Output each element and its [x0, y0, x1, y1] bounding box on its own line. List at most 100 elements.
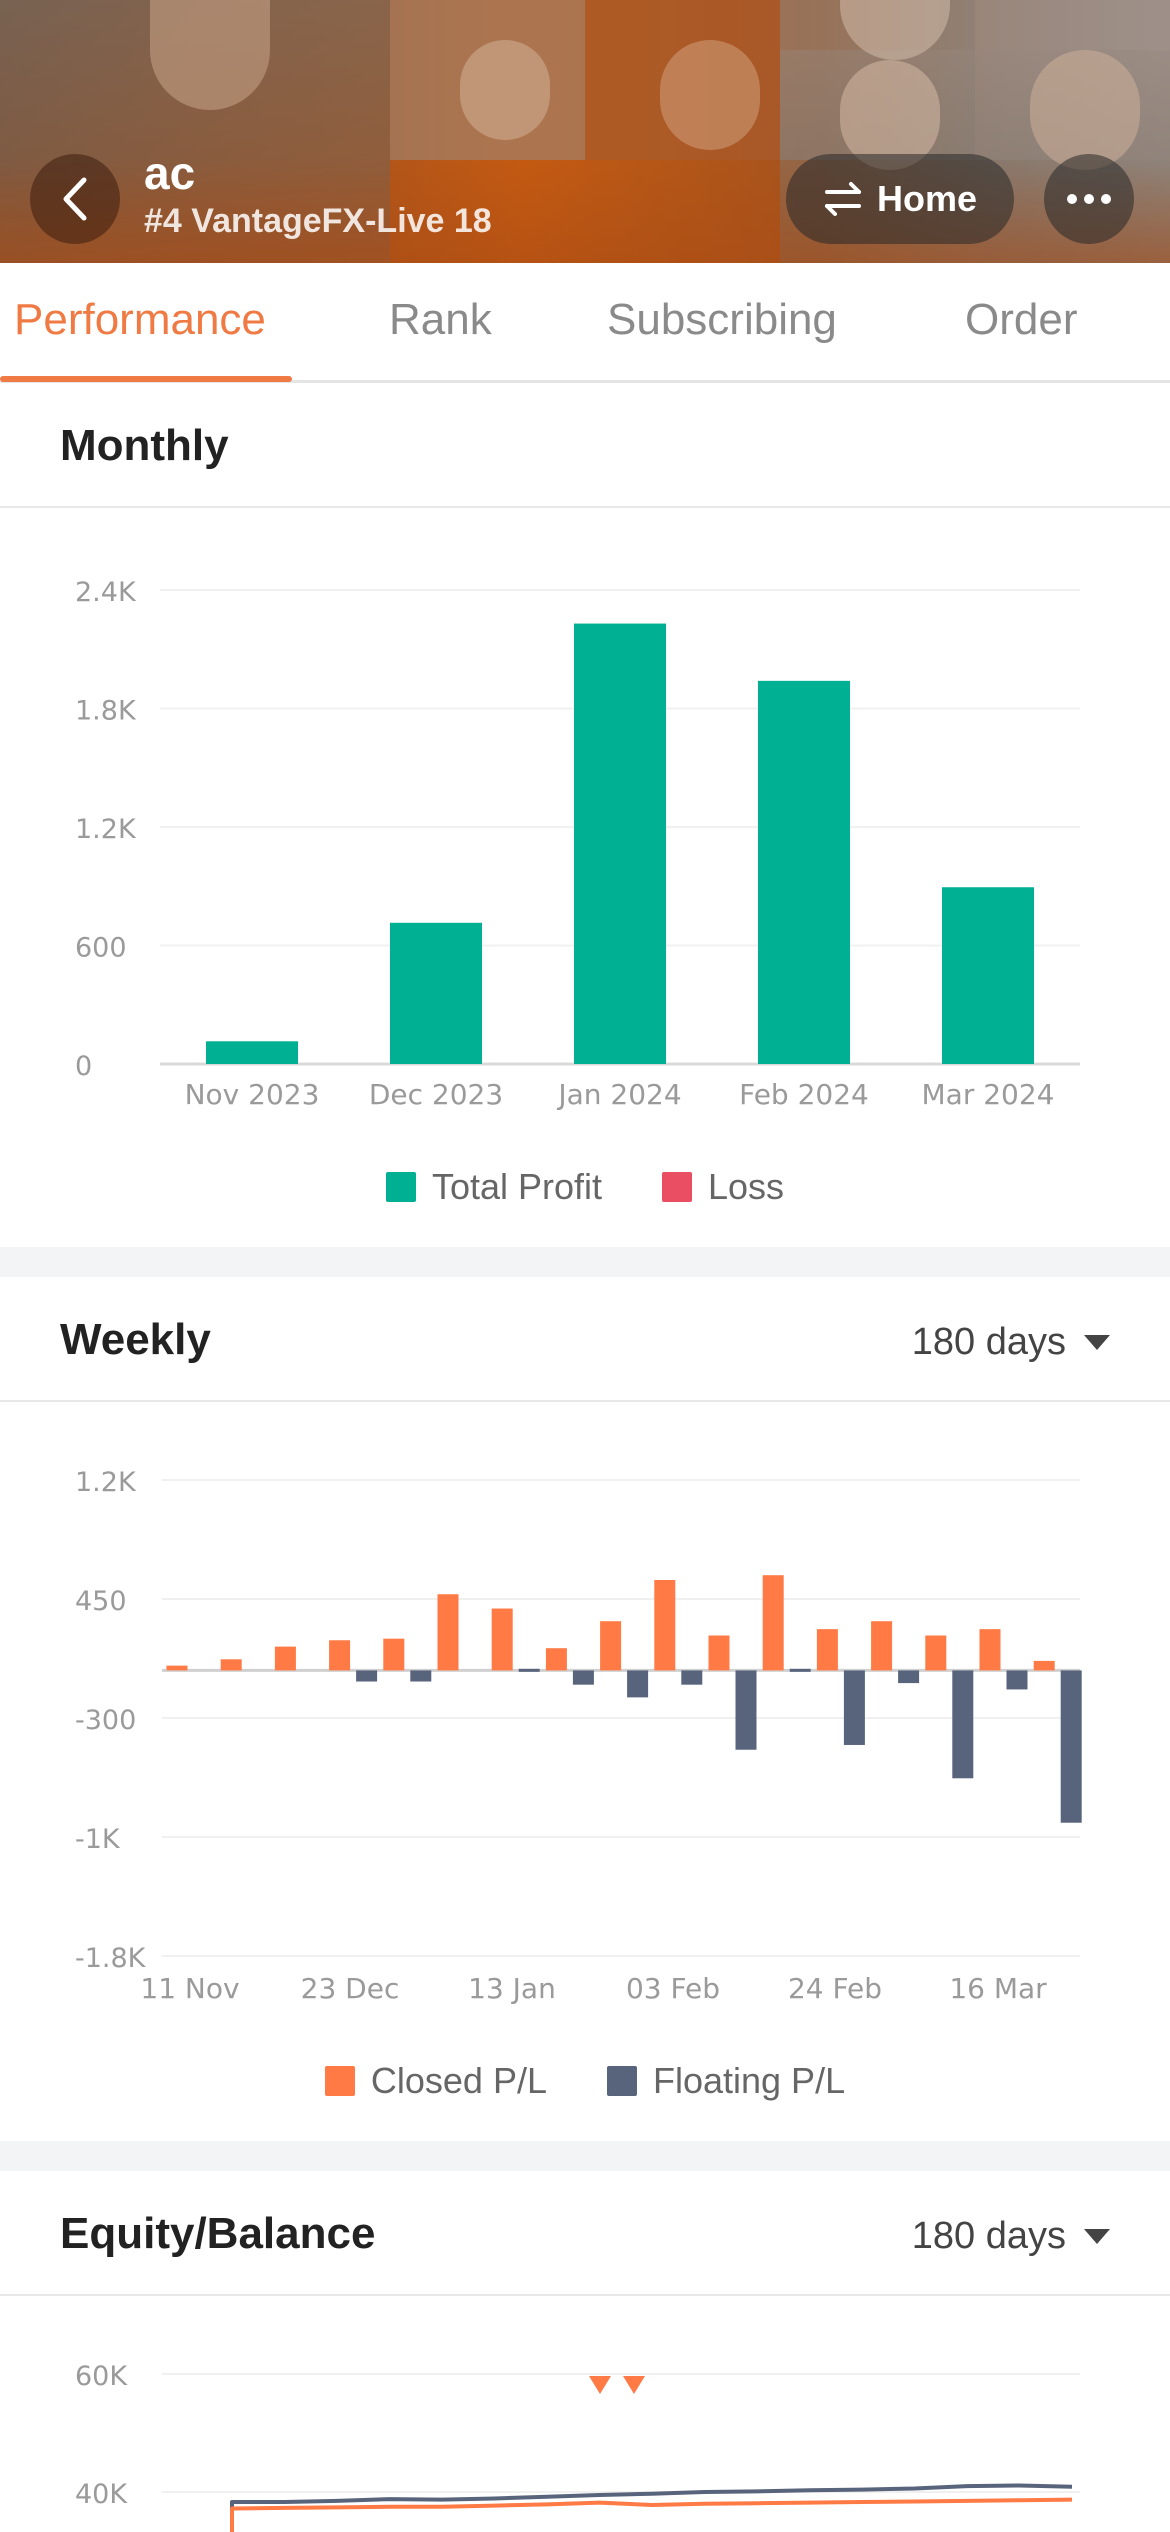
floating-pl-bar: [410, 1670, 432, 1682]
y-tick-label: -300: [75, 1705, 136, 1736]
y-tick-label: 60K: [75, 2361, 128, 2392]
closed-pl-bar: [708, 1635, 730, 1671]
account-header: ac #4 VantageFX-Live 18 Home: [0, 0, 1170, 263]
floating-pl-bar: [952, 1670, 974, 1779]
floating-pl-bar: [681, 1670, 703, 1685]
floating-pl-bar: [843, 1670, 865, 1745]
floating-pl-bar: [789, 1668, 811, 1672]
profit-bar: [574, 623, 666, 1064]
y-tick-label: -1K: [75, 1824, 121, 1855]
section-divider: [0, 1247, 1170, 1277]
closed-pl-bar: [329, 1640, 351, 1671]
floating-pl-bar: [1006, 1670, 1028, 1690]
weekly-range-select[interactable]: 180 days: [912, 1321, 1110, 1364]
x-tick-label: 23 Dec: [301, 1972, 400, 2005]
legend-label: Floating P/L: [652, 2060, 846, 2101]
equity-range-select[interactable]: 180 days: [912, 2215, 1110, 2258]
y-tick-label: -1.8K: [75, 1943, 147, 1974]
closed-pl-bar: [437, 1594, 459, 1671]
x-tick-label: Mar 2024: [922, 1078, 1055, 1111]
home-button[interactable]: Home: [786, 154, 1014, 244]
weekly-legend: Closed P/L Floating P/L: [0, 2060, 1170, 2102]
x-tick-label: 24 Feb: [788, 1972, 882, 2005]
floating-pl-bar: [1060, 1670, 1082, 1823]
x-tick-label: 13 Jan: [468, 1972, 556, 2005]
closed-pl-bar: [925, 1635, 947, 1671]
y-tick-label: 1.2K: [75, 814, 137, 845]
y-tick-label: 1.2K: [75, 1467, 137, 1498]
y-tick-label: 40K: [75, 2479, 128, 2510]
tab-subscribing[interactable]: Subscribing: [607, 295, 837, 344]
home-button-label: Home: [876, 178, 978, 219]
weekly-title: Weekly: [60, 1315, 211, 1364]
profit-bar: [206, 1041, 298, 1064]
account-name: ac: [144, 147, 196, 199]
tab-rank[interactable]: Rank: [389, 295, 492, 344]
closed-pl-bar: [491, 1608, 513, 1671]
closed-pl-bar: [816, 1629, 838, 1671]
equity-range-value: 180 days: [911, 2215, 1066, 2257]
caret-down-icon: [1084, 2229, 1110, 2244]
profit-bar: [390, 922, 482, 1064]
chevron-left-icon: [63, 177, 87, 221]
tab-performance[interactable]: Performance: [14, 295, 266, 344]
weekly-chart: -1.8K -1K -300 450 1.2K 11 Nov 23 Dec 13 Jan 03 …: [75, 1467, 1082, 2005]
weekly-range-value: 180 days: [911, 1321, 1066, 1363]
x-tick-label: 03 Feb: [626, 1972, 720, 2005]
legend-total-profit[interactable]: Total Profit: [385, 1166, 603, 1208]
floating-pl-bar: [898, 1670, 920, 1684]
x-tick-label: Dec 2023: [369, 1078, 503, 1111]
active-tab-indicator: [0, 376, 292, 382]
equity-title: Equity/Balance: [60, 2209, 376, 2258]
legend-swatch-closed: [324, 2066, 355, 2096]
more-button[interactable]: [1044, 154, 1134, 244]
account-server: #4 VantageFX-Live 18: [144, 202, 492, 240]
legend-label: Closed P/L: [370, 2060, 547, 2101]
y-tick-label: 0: [75, 1051, 92, 1082]
swap-arrows-icon: [824, 182, 861, 216]
legend-loss[interactable]: Loss: [662, 1166, 784, 1208]
equity-line: [230, 2483, 1073, 2532]
monthly-title: Monthly: [60, 421, 229, 470]
legend-swatch-floating: [606, 2066, 637, 2096]
x-tick-label: Feb 2024: [739, 1078, 869, 1111]
closed-pl-bar: [220, 1659, 242, 1671]
profit-bar: [942, 887, 1034, 1064]
legend-closed-pl[interactable]: Closed P/L: [324, 2060, 547, 2102]
closed-pl-bar: [600, 1621, 622, 1671]
x-tick-label: 16 Mar: [949, 1972, 1047, 2005]
closed-pl-bar: [383, 1638, 405, 1671]
legend-label: Total Profit: [431, 1166, 603, 1207]
monthly-chart: 0 600 1.2K 1.8K 2.4K Nov 2023 Dec 2023 Jan 2024…: [75, 577, 1080, 1111]
equity-chart: 60K 40K: [75, 2361, 1080, 2532]
legend-floating-pl[interactable]: Floating P/L: [606, 2060, 846, 2102]
legend-swatch-loss: [662, 1172, 693, 1202]
caret-down-icon: [1084, 1335, 1110, 1350]
y-tick-label: 600: [75, 933, 127, 964]
tab-order[interactable]: Order: [965, 295, 1078, 344]
closed-pl-bar: [545, 1648, 567, 1671]
closed-pl-bar: [1033, 1660, 1055, 1671]
closed-pl-bar: [762, 1575, 784, 1671]
profit-bar: [758, 680, 850, 1064]
floating-pl-bar: [356, 1670, 378, 1682]
equity-section-header: Equity/Balance 180 days: [0, 2171, 1170, 2296]
y-tick-label: 2.4K: [75, 577, 137, 608]
floating-pl-bar: [627, 1670, 649, 1698]
balance-line: [230, 2497, 1073, 2532]
floating-pl-bar: [735, 1670, 757, 1750]
closed-pl-bar: [871, 1621, 893, 1671]
more-dots-icon: [1067, 194, 1111, 204]
floating-pl-bar: [518, 1668, 540, 1672]
closed-pl-bar: [274, 1646, 296, 1671]
event-marker: [623, 2376, 645, 2394]
back-button[interactable]: [30, 154, 120, 244]
y-tick-label: 450: [75, 1586, 127, 1617]
x-tick-label: Nov 2023: [185, 1078, 320, 1111]
legend-label: Loss: [708, 1166, 785, 1207]
monthly-legend: Total Profit Loss: [0, 1166, 1170, 1208]
closed-pl-bar: [654, 1579, 676, 1671]
closed-pl-bar: [166, 1665, 188, 1671]
floating-pl-bar: [572, 1670, 594, 1685]
legend-swatch-profit: [385, 1172, 416, 1202]
